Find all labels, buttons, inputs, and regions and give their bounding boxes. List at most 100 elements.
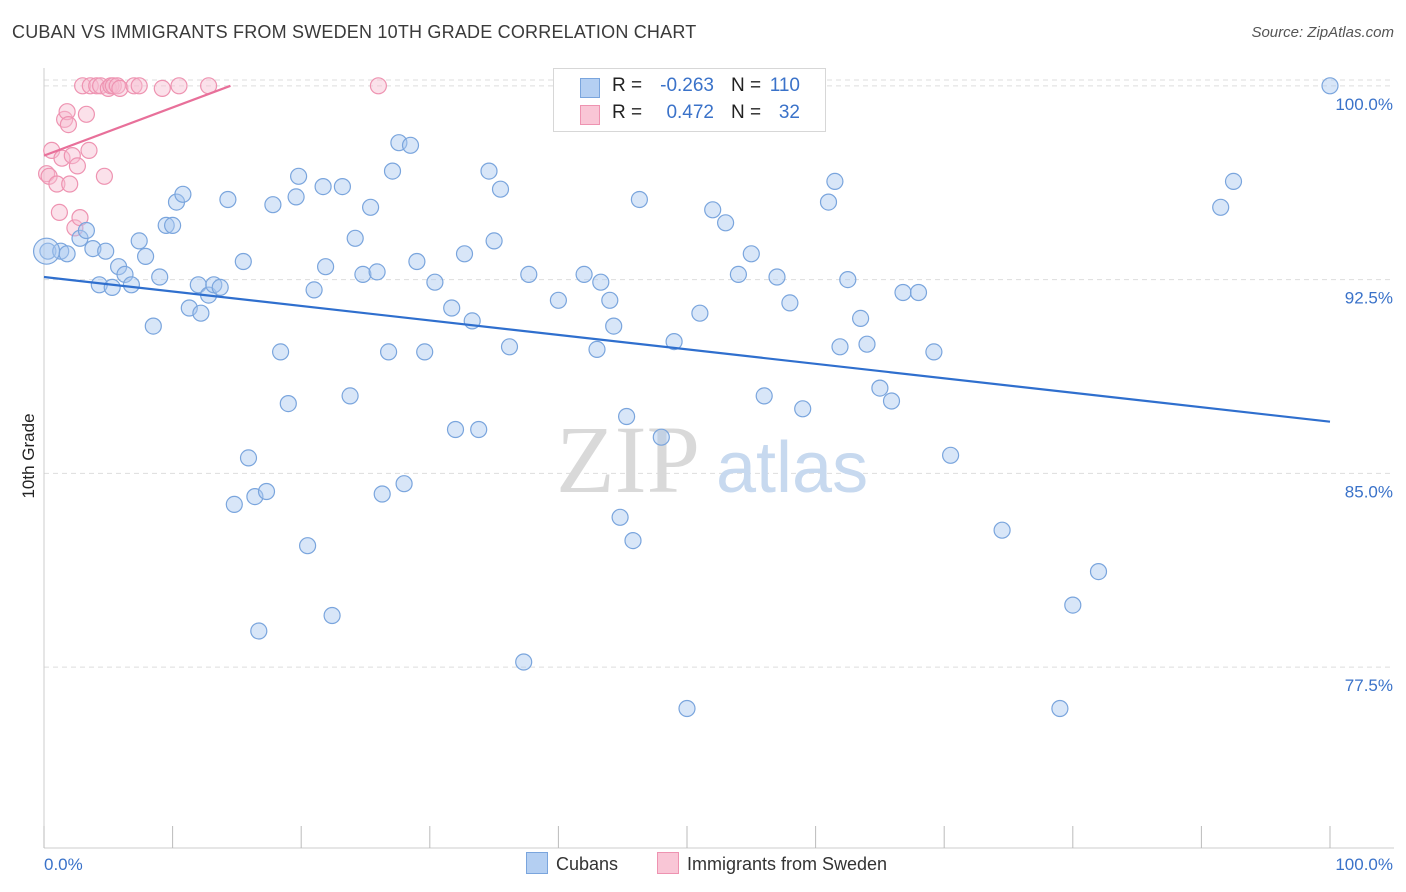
- point-sweden: [37, 165, 56, 183]
- trend-line-cubans: [43, 275, 1331, 423]
- point-cubans: [1212, 198, 1230, 216]
- point-cubans: [290, 167, 308, 185]
- point-cubans: [426, 273, 444, 291]
- point-cubans: [617, 407, 636, 426]
- legend-r-label: R =: [612, 75, 643, 96]
- legend-r-label: R =: [612, 102, 643, 123]
- point-cubans: [443, 299, 461, 317]
- point-cubans: [144, 317, 162, 335]
- legend-n-value: 32: [778, 102, 800, 123]
- point-cubans: [630, 190, 649, 209]
- tick-labels: 77.5% 85.0% 92.5% 100.0% 0.0% 100.0%: [44, 95, 1393, 874]
- legend-n-label: N =: [731, 75, 762, 96]
- point-cubans: [716, 214, 735, 232]
- point-cubans: [368, 263, 386, 281]
- point-cubans: [97, 242, 115, 260]
- point-sweden: [170, 77, 188, 95]
- point-cubans: [925, 343, 943, 361]
- point-cubans: [549, 291, 568, 309]
- point-cubans: [652, 428, 670, 446]
- point-cubans: [416, 343, 434, 361]
- point-cubans: [130, 232, 148, 250]
- legend: R = -0.263 N = 110 R = 0.472 N = 32: [553, 68, 826, 132]
- point-sweden: [80, 141, 98, 159]
- point-cubans: [592, 273, 610, 291]
- point-cubans: [480, 162, 498, 180]
- point-cubans: [1064, 596, 1082, 614]
- point-cubans: [704, 201, 722, 219]
- bottom-legend-label-sweden: Immigrants from Sweden: [687, 854, 888, 874]
- point-cubans: [882, 392, 901, 410]
- point-cubans: [354, 265, 372, 283]
- point-sweden: [63, 147, 81, 165]
- legend-swatch-cubans: [580, 78, 600, 98]
- point-cubans: [500, 338, 519, 356]
- point-cubans: [485, 232, 503, 250]
- point-cubans: [137, 247, 155, 265]
- chart-title: CUBAN VS IMMIGRANTS FROM SWEDEN 10TH GRA…: [12, 22, 697, 42]
- trend-line-sweden: [43, 84, 231, 157]
- point-cubans: [691, 304, 709, 322]
- point-cubans: [941, 446, 960, 464]
- point-sweden: [59, 115, 78, 134]
- bottom-legend-swatch-sweden: [657, 852, 679, 874]
- point-sweden: [130, 77, 148, 95]
- point-cubans: [819, 193, 838, 211]
- point-cubans: [323, 606, 341, 625]
- point-sweden: [369, 77, 387, 95]
- point-cubans: [520, 265, 538, 283]
- legend-r-value: 0.472: [666, 102, 714, 123]
- point-cubans: [993, 521, 1011, 539]
- point-cubans: [839, 271, 857, 289]
- y-tick-label: 92.5%: [1345, 289, 1393, 308]
- point-cubans: [122, 276, 140, 294]
- point-sweden: [58, 103, 76, 121]
- point-cubans: [601, 291, 619, 309]
- point-cubans: [794, 400, 812, 418]
- point-cubans: [729, 265, 748, 283]
- point-cubans: [157, 216, 175, 234]
- legend-n-value: 110: [769, 75, 800, 96]
- point-cubans: [611, 508, 629, 526]
- point-cubans: [491, 180, 510, 198]
- point-cubans: [219, 190, 237, 209]
- point-cubans: [858, 335, 876, 353]
- point-cubans: [272, 343, 290, 361]
- point-cubans: [362, 198, 380, 216]
- point-cubans: [894, 283, 912, 302]
- point-cubans: [831, 338, 849, 356]
- point-cubans: [383, 162, 402, 180]
- point-cubans: [665, 333, 683, 351]
- point-cubans: [446, 420, 465, 439]
- point-cubans: [575, 265, 593, 283]
- point-cubans: [225, 495, 243, 513]
- point-cubans: [84, 240, 102, 258]
- point-cubans: [164, 216, 182, 234]
- point-cubans: [909, 283, 928, 302]
- point-cubans: [401, 136, 420, 154]
- point-cubans: [333, 178, 351, 196]
- legend-r-value: -0.263: [660, 75, 714, 96]
- y-axis-label: 10th Grade: [19, 413, 38, 498]
- point-cubans: [826, 172, 844, 190]
- point-cubans: [1224, 172, 1243, 190]
- bottom-legend-label-cubans: Cubans: [556, 854, 619, 874]
- point-cubans: [768, 268, 786, 286]
- point-cubans: [341, 387, 359, 405]
- point-cubans: [1051, 699, 1069, 718]
- point-cubans: [287, 188, 305, 206]
- point-cubans: [455, 245, 474, 263]
- y-tick-label: 100.0%: [1335, 95, 1393, 114]
- point-cubans: [151, 268, 169, 286]
- point-sweden: [95, 167, 114, 185]
- point-cubans: [1089, 562, 1108, 581]
- x-tick-label: 0.0%: [44, 855, 83, 874]
- point-cubans: [264, 196, 282, 214]
- point-cubans: [314, 178, 332, 196]
- point-cubans: [1321, 77, 1339, 95]
- watermark-atlas: atlas: [716, 428, 868, 508]
- point-sweden: [61, 175, 79, 193]
- point-cubans: [116, 265, 134, 283]
- point-cubans: [755, 387, 773, 405]
- point-cubans: [742, 245, 760, 263]
